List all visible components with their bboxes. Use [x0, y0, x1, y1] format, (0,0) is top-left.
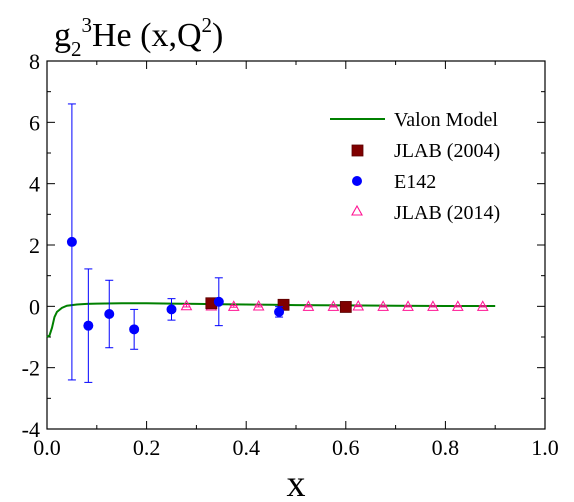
jlab2014-point [327, 300, 340, 311]
svg-text:g23He (x,Q2): g23He (x,Q2) [54, 13, 223, 61]
y-tick-label: 0 [29, 294, 40, 319]
legend-label-jlab2004: JLAB (2004) [394, 140, 500, 162]
plot-title: g23He (x,Q2) [54, 13, 223, 61]
x-axis: 0.0 0.2 0.4 0.6 0.8 1.0 [33, 61, 559, 460]
series-layer [46, 103, 496, 383]
e142-point [213, 296, 224, 307]
y-tick-label: -4 [22, 417, 40, 442]
jlab2014-point [377, 300, 389, 311]
y-tick-label: 8 [29, 49, 40, 74]
title-he: He (x,Q [92, 17, 202, 54]
jlab2014-point [352, 299, 365, 311]
series-line-valon-model [46, 302, 496, 338]
x-tick-label: 0.4 [232, 435, 260, 460]
legend: Valon Model JLAB (2004) E142 JLAB (2014) [330, 109, 500, 224]
x-tick-label: 1.0 [531, 435, 559, 460]
jlab2014-point [427, 300, 439, 311]
x-axis-title: x [287, 463, 306, 502]
title-q-superscript: 2 [202, 13, 213, 37]
y-tick-label: 2 [29, 233, 40, 258]
e142-point [66, 236, 77, 247]
legend-label-valon: Valon Model [394, 109, 498, 131]
jlab2014-point [180, 299, 193, 311]
title-g: g [54, 17, 71, 54]
jlab2014-point [476, 300, 489, 311]
e142-point [166, 304, 177, 315]
x-tick-label: 0.2 [133, 435, 161, 460]
e142-point [104, 309, 115, 319]
x-tick-label: 0.8 [432, 435, 460, 460]
legend-label-jlab2014: JLAB (2014) [394, 202, 500, 224]
legend-triangle-jlab2014 [351, 204, 363, 216]
x-tick-label: 0.0 [33, 435, 61, 460]
title-subscript: 2 [71, 37, 82, 61]
jlab2014-point [402, 300, 414, 311]
jlab2014-point [452, 300, 464, 311]
y-tick-label: -2 [22, 356, 40, 381]
jlab2014-point [302, 300, 315, 311]
e142-point [274, 306, 285, 317]
x-tick-label: 0.6 [332, 435, 360, 460]
jlab2014-point [252, 299, 265, 311]
title-close: ) [212, 17, 223, 54]
legend-circle-e142 [352, 176, 362, 186]
e142-point [83, 320, 94, 331]
jlab2004-point [339, 301, 352, 313]
e142-point [129, 324, 140, 335]
y-tick-label: 6 [29, 110, 40, 135]
y-tick-label: 4 [29, 172, 40, 197]
y-axis: -4 -2 0 2 4 6 8 [22, 49, 545, 442]
legend-square-jlab2004 [351, 144, 364, 157]
legend-label-e142: E142 [394, 171, 436, 193]
jlab2014-point [227, 300, 240, 311]
title-superscript: 3 [82, 13, 93, 37]
